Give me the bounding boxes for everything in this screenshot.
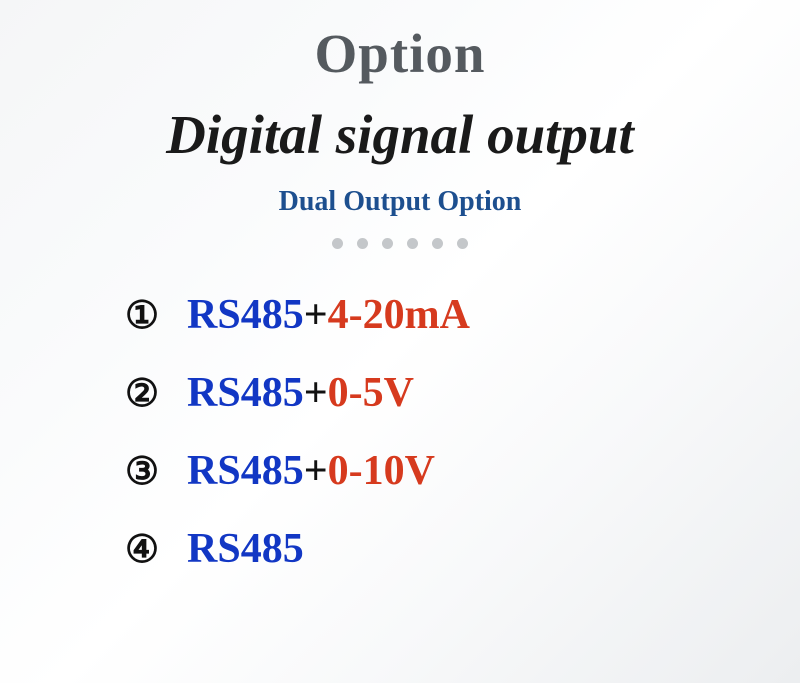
decorative-dot <box>357 238 368 249</box>
options-list: ①RS485 + 4-20mA②RS485 + 0-5V③RS485 + 0-1… <box>125 291 470 573</box>
option-row: ④RS485 <box>125 525 470 573</box>
option-secondary: 0-5V <box>328 369 414 417</box>
option-secondary: 4-20mA <box>328 291 470 339</box>
page-container: Option Digital signal output Dual Output… <box>0 0 800 683</box>
option-row: ②RS485 + 0-5V <box>125 369 470 417</box>
decorative-dot <box>457 238 468 249</box>
decorative-dot <box>332 238 343 249</box>
option-row: ③RS485 + 0-10V <box>125 447 470 495</box>
option-primary: RS485 <box>187 291 304 339</box>
option-secondary: 0-10V <box>328 447 435 495</box>
option-bullet: ① <box>125 293 187 338</box>
option-row: ①RS485 + 4-20mA <box>125 291 470 339</box>
option-bullet: ③ <box>125 449 187 494</box>
option-bullet: ④ <box>125 527 187 572</box>
option-plus: + <box>304 369 328 417</box>
option-primary: RS485 <box>187 525 304 573</box>
option-plus: + <box>304 291 328 339</box>
option-bullet: ② <box>125 371 187 416</box>
option-primary: RS485 <box>187 447 304 495</box>
option-plus: + <box>304 447 328 495</box>
option-primary: RS485 <box>187 369 304 417</box>
decorative-dot <box>432 238 443 249</box>
page-title: Option <box>314 22 485 85</box>
dual-output-label: Dual Output Option <box>279 186 522 218</box>
page-subtitle: Digital signal output <box>166 103 634 166</box>
decorative-dots <box>332 238 468 249</box>
decorative-dot <box>382 238 393 249</box>
decorative-dot <box>407 238 418 249</box>
